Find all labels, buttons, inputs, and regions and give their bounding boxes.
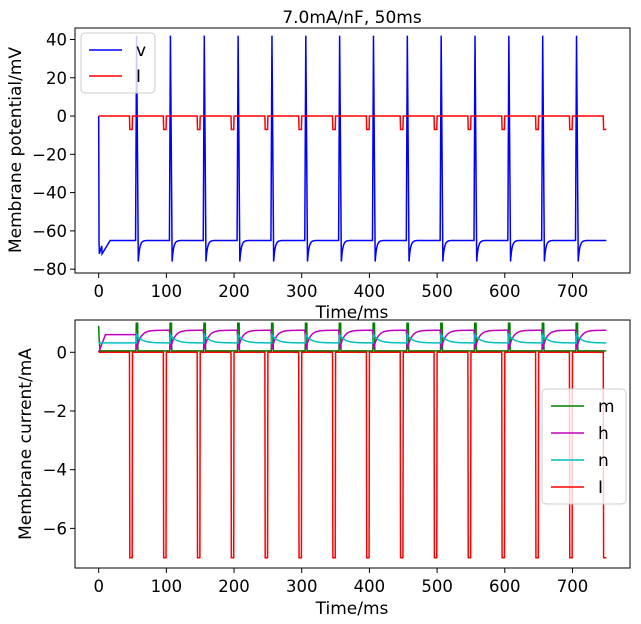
bottom-y-ticks: −6 −4 −2 0 [43,343,75,538]
top-legend-label-v: v [136,41,146,61]
top-y-tick-label: −40 [32,184,67,203]
bottom-x-tick-label: 700 [557,577,589,596]
top-x-tick-label: 500 [421,282,453,301]
top-x-tick-label: 400 [354,282,386,301]
top-y-tick-label: 20 [46,69,67,88]
bottom-legend-label-h: h [598,424,609,444]
bottom-x-tick-label: 300 [286,577,318,596]
top-x-tick-label: 700 [557,282,589,301]
top-axes-frame [74,27,631,274]
bottom-x-tick-label: 600 [489,577,521,596]
bottom-x-tick-label: 500 [421,577,453,596]
bottom-x-tick-label: 400 [354,577,386,596]
bottom-y-axis-label: Membrane current/mA [16,348,36,540]
bottom-x-tick-label: 100 [151,577,183,596]
top-x-tick-label: 0 [93,282,104,301]
bottom-x-tick-label: 0 [93,577,104,596]
top-y-ticks: −80 −60 −40 −20 0 20 40 [32,30,75,279]
top-y-axis-label: Membrane potential/mV [6,47,26,253]
top-x-axis-label: Time/ms [315,303,389,323]
top-x-tick-label: 300 [286,282,318,301]
top-series-line-v [97,35,607,262]
top-y-tick-label: −60 [32,222,67,241]
bottom-y-tick-label: −4 [43,461,67,480]
bottom-x-axis-label: Time/ms [315,599,389,619]
top-y-tick-label: −80 [32,260,67,279]
bottom-series-line-i [98,351,607,559]
bottom-chart: 0 100 200 300 400 500 600 700 −6 −4 −2 0 Time/ms M… [16,319,631,619]
bottom-series-line-n [98,332,607,344]
top-chart: 7.0mA/nF, 50ms 0 100 200 300 400 500 600 700 −8… [6,8,631,323]
top-x-ticks: 0 100 200 300 400 500 600 700 [93,273,588,301]
bottom-y-tick-label: −2 [43,402,67,421]
top-x-tick-label: 600 [489,282,521,301]
top-legend-box [80,32,156,94]
top-plot-area [97,35,607,262]
top-chart-title: 7.0mA/nF, 50ms [282,8,422,28]
top-series-line-i [98,115,607,131]
bottom-y-tick-label: 0 [57,343,68,362]
bottom-x-tick-label: 200 [218,577,250,596]
bottom-legend-label-i: I [598,478,603,498]
bottom-series-line-m [97,322,607,352]
bottom-x-ticks: 0 100 200 300 400 500 600 700 [93,568,588,596]
bottom-legend-box [541,388,627,505]
top-x-tick-label: 100 [151,282,183,301]
bottom-legend-label-n: n [598,451,609,471]
top-y-tick-label: −20 [32,145,67,164]
bottom-series-line-h [97,329,607,353]
bottom-axes-frame [74,319,631,569]
bottom-legend: m h n I [541,388,627,505]
top-x-tick-label: 200 [218,282,250,301]
top-y-tick-label: 40 [46,30,67,49]
bottom-legend-label-m: m [598,397,615,417]
top-legend-label-i: I [136,67,141,87]
top-legend: v I [80,32,156,94]
top-y-tick-label: 0 [57,107,68,126]
bottom-plot-area [97,322,607,559]
bottom-y-tick-label: −6 [43,519,67,538]
